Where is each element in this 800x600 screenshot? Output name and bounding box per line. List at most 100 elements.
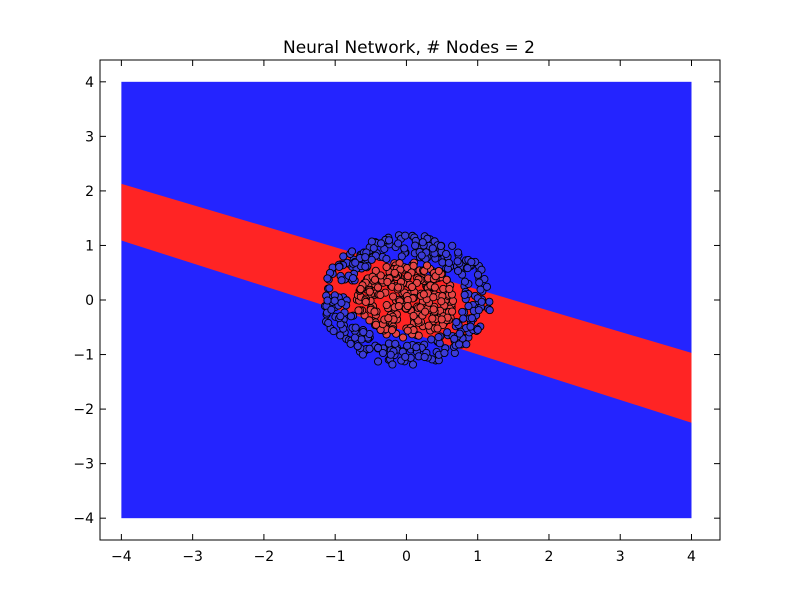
scatter-point-outer — [463, 264, 472, 273]
x-tick-label: 1 — [473, 549, 482, 565]
scatter-point-outer — [401, 352, 410, 361]
scatter-point-outer — [485, 306, 494, 315]
x-tick-label: −1 — [325, 549, 346, 565]
scatter-point-outer — [482, 282, 492, 291]
scatter-point-outer — [452, 318, 461, 327]
scatter-point-outer — [336, 331, 345, 340]
scatter-point-inner — [421, 307, 430, 316]
y-tick-label: −1 — [73, 348, 94, 364]
scatter-point-inner — [373, 283, 383, 292]
scatter-point-inner — [376, 290, 385, 299]
scatter-point-inner — [382, 301, 391, 310]
scatter-point-outer — [455, 340, 464, 349]
scatter-point-inner — [403, 326, 412, 335]
scatter-point-outer — [335, 262, 344, 271]
scatter-point-outer — [347, 247, 357, 256]
scatter-point-outer — [361, 262, 370, 271]
scatter-point-outer — [436, 241, 445, 251]
scatter-point-outer — [444, 258, 453, 267]
x-axis: −4 −3 −2 −1 0 1 2 3 4 — [111, 60, 696, 565]
scatter-point-inner — [390, 268, 399, 277]
scatter-point-inner — [448, 307, 457, 316]
y-tick-label: −2 — [73, 402, 94, 418]
scatter-point-inner — [442, 275, 451, 284]
scatter-point-outer — [391, 339, 400, 348]
scatter-point-outer — [378, 348, 388, 358]
scatter-point-outer — [477, 297, 486, 306]
y-tick-label: 1 — [85, 238, 94, 254]
scatter-point-outer — [330, 296, 339, 305]
scatter-point-outer — [384, 236, 394, 245]
y-tick-label: 0 — [85, 293, 94, 309]
y-tick-label: 3 — [85, 129, 94, 145]
scatter-point-outer — [473, 325, 482, 334]
scatter-point-outer — [346, 312, 356, 321]
scatter-point-inner — [399, 333, 408, 342]
scatter-point-outer — [359, 327, 368, 337]
scatter-point-inner — [387, 326, 397, 335]
y-axis: −4 −3 −2 −1 0 1 2 3 4 — [73, 75, 720, 527]
scatter-point-inner — [403, 301, 412, 311]
scatter-point-inner — [382, 262, 391, 272]
scatter-point-outer — [325, 284, 334, 293]
x-tick-label: 0 — [402, 549, 411, 565]
y-tick-label: 2 — [85, 184, 94, 200]
scatter-point-outer — [401, 231, 410, 240]
scatter-point-outer — [403, 341, 412, 350]
scatter-point-inner — [409, 261, 418, 270]
scatter-point-inner — [434, 266, 443, 276]
scatter-point-outer — [353, 342, 362, 351]
scatter-point-outer — [453, 257, 462, 266]
scatter-point-outer — [474, 306, 483, 315]
scatter-point-outer — [369, 244, 378, 253]
scatter-point-inner — [437, 315, 446, 324]
scatter-point-outer — [323, 296, 332, 305]
scatter-point-outer — [411, 241, 420, 250]
scatter-point-outer — [417, 251, 426, 260]
scatter-point-inner — [419, 290, 428, 299]
scatter-point-outer — [324, 318, 333, 328]
scatter-point-outer — [443, 328, 452, 337]
scatter-point-outer — [374, 357, 383, 366]
scatter-point-outer — [339, 252, 348, 261]
scatter-point-outer — [337, 298, 346, 307]
scatter-point-inner — [370, 307, 379, 316]
scatter-point-outer — [450, 334, 459, 343]
scatter-point-outer — [350, 333, 360, 342]
scatter-point-outer — [418, 238, 427, 247]
scatter-point-inner — [429, 293, 438, 302]
scatter-point-outer — [397, 252, 406, 261]
scatter-point-outer — [464, 302, 473, 311]
scatter-point-outer — [473, 270, 483, 279]
y-tick-label: −3 — [73, 457, 94, 473]
scatter-point-inner — [409, 311, 418, 320]
scatter-point-outer — [357, 335, 366, 344]
scatter-point-inner — [384, 314, 393, 323]
scatter-point-outer — [348, 274, 358, 283]
y-tick-label: 4 — [85, 75, 94, 91]
scatter-point-outer — [427, 335, 436, 344]
scatter-point-outer — [458, 307, 467, 316]
scatter-point-inner — [437, 297, 446, 306]
x-tick-label: −2 — [254, 549, 275, 565]
scatter-point-outer — [466, 322, 475, 331]
scatter-point-outer — [327, 305, 336, 314]
scatter-point-inner — [428, 314, 437, 323]
scatter-point-outer — [467, 257, 476, 267]
scatter-point-inner — [394, 302, 403, 311]
scatter-points — [320, 231, 494, 369]
scatter-point-outer — [454, 248, 463, 257]
scatter-point-outer — [460, 277, 470, 286]
x-tick-label: −3 — [182, 549, 203, 565]
scatter-point-outer — [442, 249, 451, 258]
scatter-point-outer — [394, 239, 403, 248]
scatter-point-inner — [371, 320, 381, 329]
scatter-point-outer — [336, 312, 345, 321]
scatter-point-inner — [433, 324, 442, 333]
scatter-point-outer — [453, 266, 463, 275]
scatter-point-inner — [365, 316, 374, 325]
scatter-point-outer — [440, 348, 449, 358]
x-tick-label: −4 — [111, 549, 132, 565]
scatter-point-outer — [351, 323, 360, 332]
